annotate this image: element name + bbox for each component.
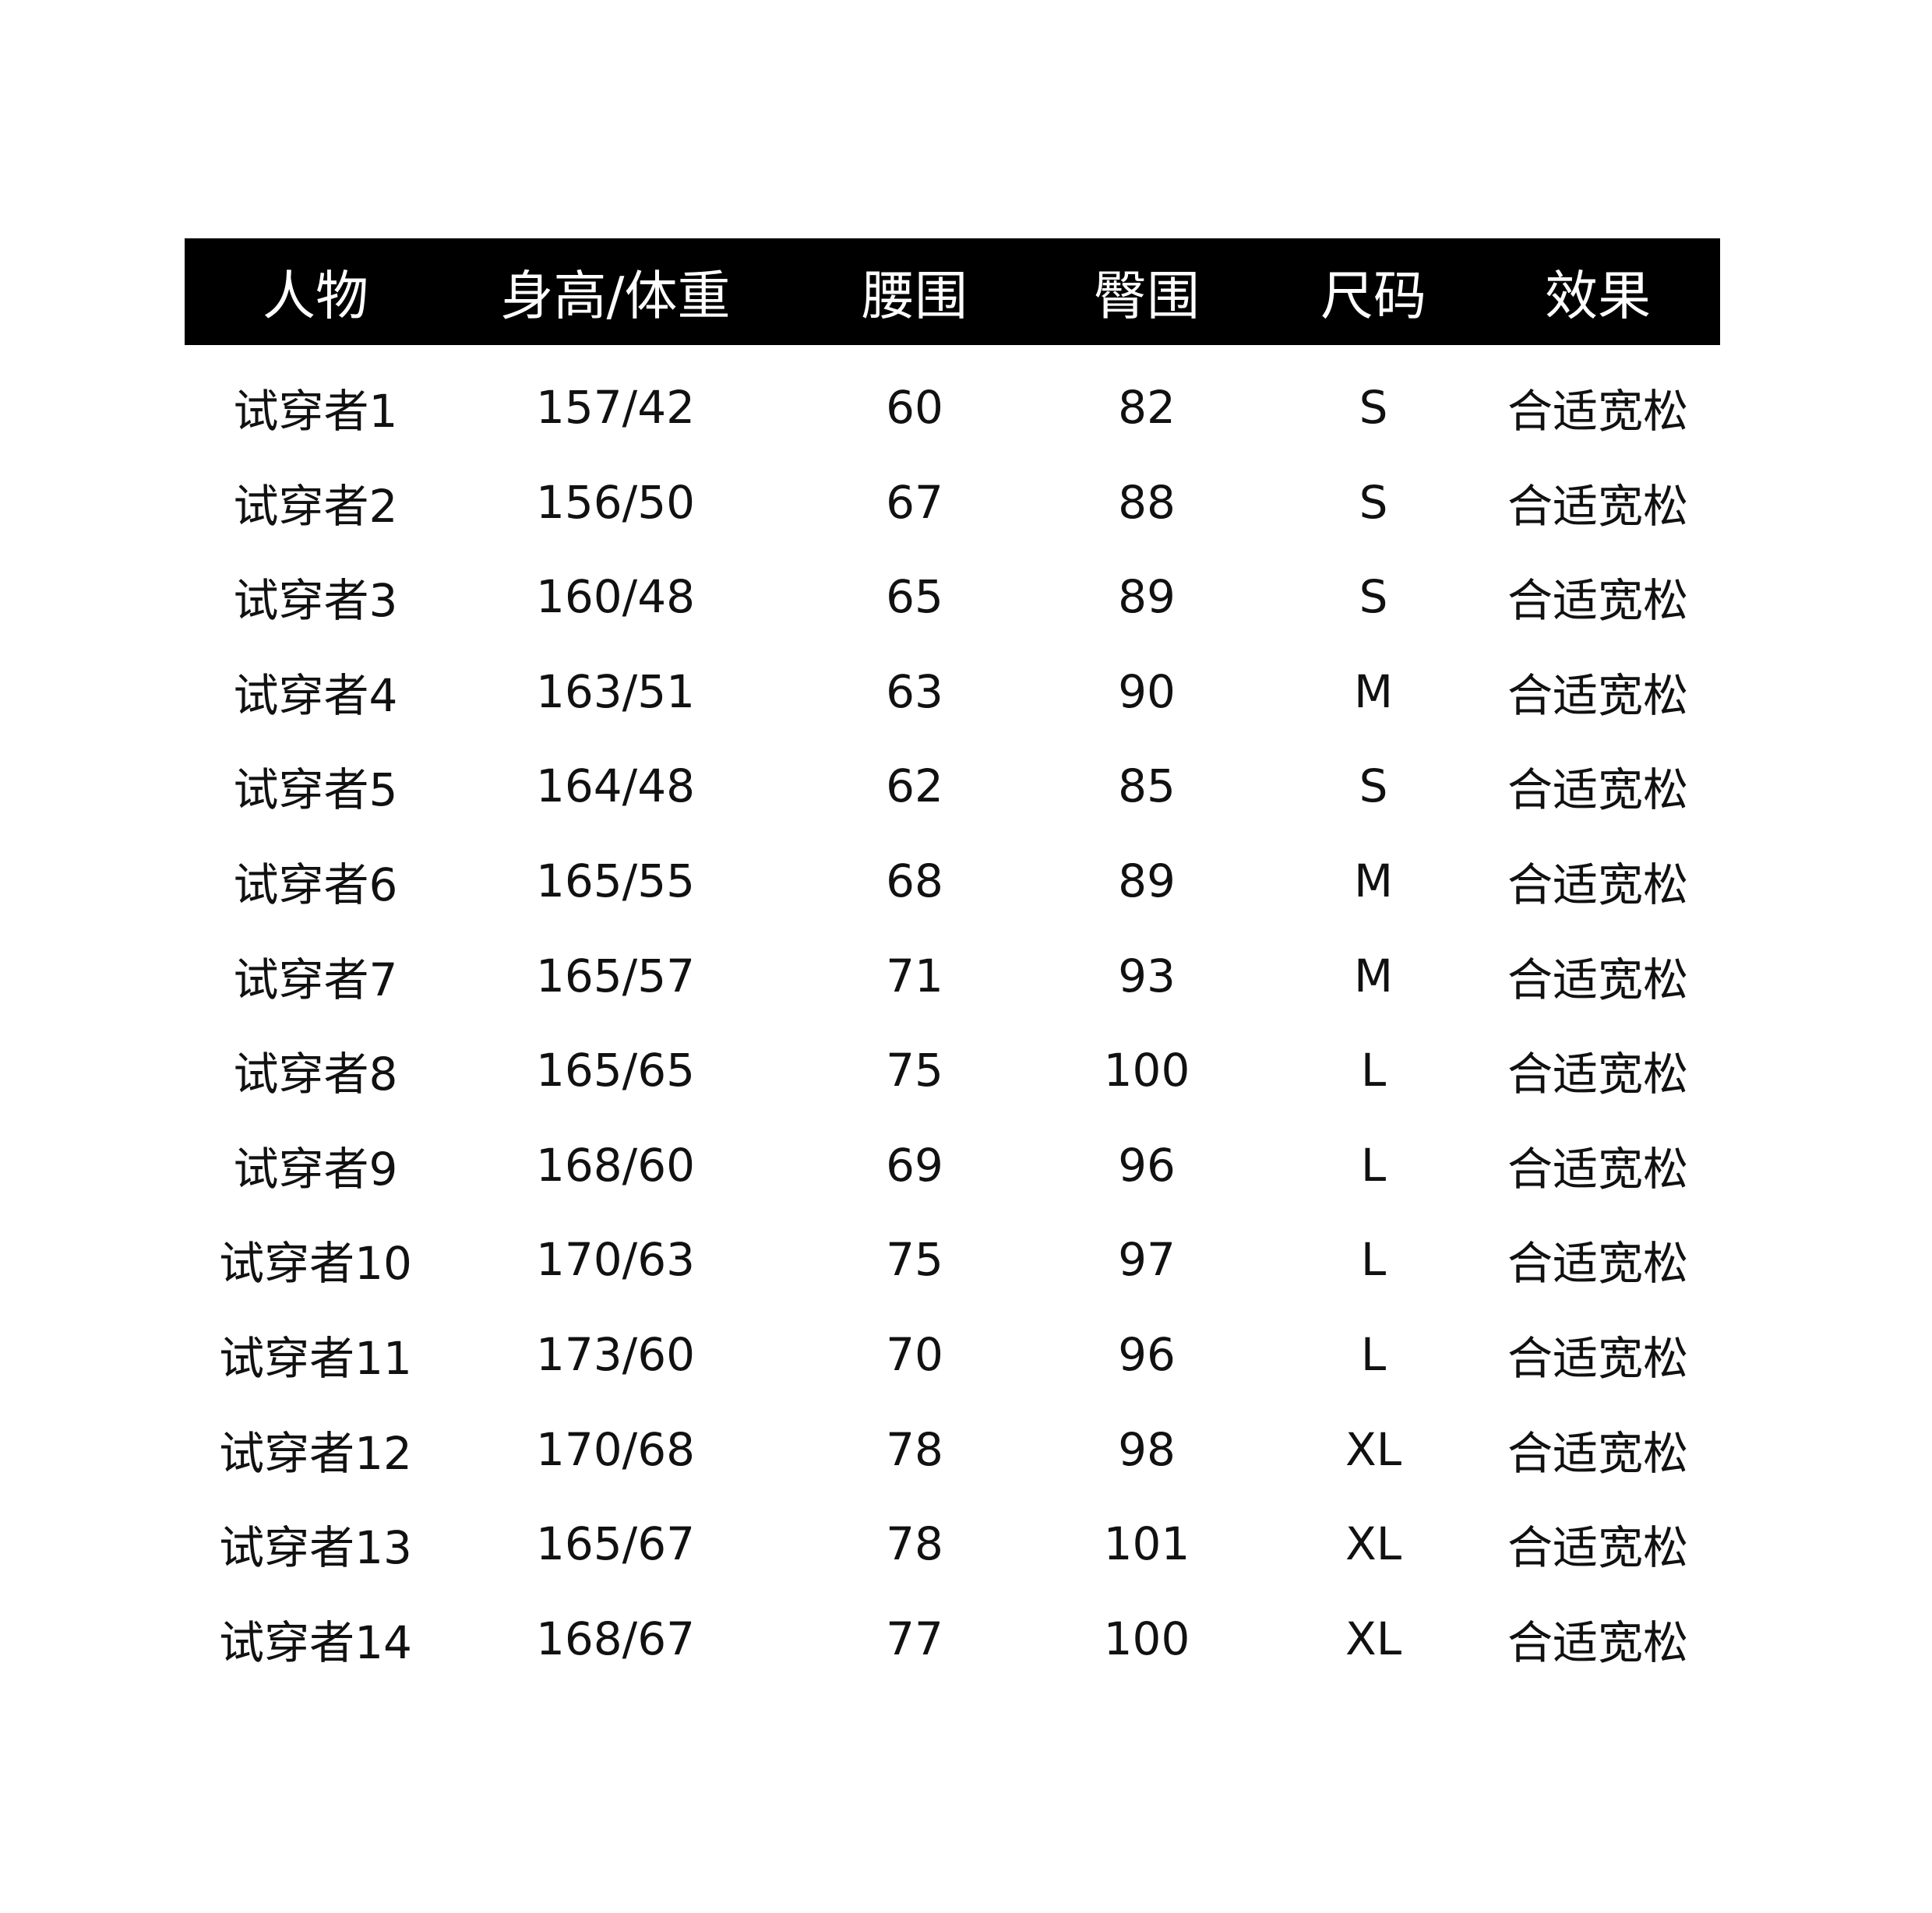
header-waist: 腰围 <box>861 266 968 328</box>
cell-person: 试穿者2 <box>233 479 398 533</box>
table-header: 人物 身高/体重 腰围 臀围 尺码 效果 <box>185 238 1720 345</box>
cell-size: S <box>1359 570 1388 624</box>
cell-hip: 100 <box>1103 1044 1190 1097</box>
cell-size: M <box>1353 664 1394 718</box>
cell-waist: 78 <box>886 1422 943 1476</box>
cell-size: S <box>1359 475 1388 529</box>
cell-height-weight: 163/51 <box>535 664 696 718</box>
cell-waist: 62 <box>886 759 943 813</box>
cell-hip: 100 <box>1103 1612 1190 1665</box>
cell-person: 试穿者1 <box>233 385 398 438</box>
cell-waist: 63 <box>886 664 943 718</box>
cell-waist: 75 <box>886 1233 943 1287</box>
cell-effect: 合适宽松 <box>1507 1521 1689 1575</box>
cell-height-weight: 168/60 <box>535 1138 696 1192</box>
cell-waist: 78 <box>886 1517 943 1571</box>
header-person: 人物 <box>262 266 369 328</box>
cell-size: M <box>1353 949 1394 1002</box>
cell-hip: 101 <box>1103 1517 1190 1571</box>
cell-hip: 85 <box>1118 759 1176 813</box>
cell-height-weight: 160/48 <box>535 570 696 624</box>
cell-waist: 60 <box>886 381 943 434</box>
cell-hip: 82 <box>1118 381 1176 434</box>
cell-effect: 合适宽松 <box>1507 953 1689 1006</box>
cell-size: L <box>1360 1328 1387 1381</box>
header-height-weight: 身高/体重 <box>500 266 731 328</box>
cell-size: L <box>1360 1233 1387 1287</box>
cell-size: XL <box>1345 1517 1402 1571</box>
cell-person: 试穿者11 <box>219 1332 412 1385</box>
cell-person: 试穿者7 <box>233 953 398 1006</box>
cell-hip: 88 <box>1118 475 1176 529</box>
cell-effect: 合适宽松 <box>1507 385 1689 438</box>
cell-waist: 69 <box>886 1138 943 1192</box>
cell-person: 试穿者9 <box>233 1142 398 1196</box>
cell-person: 试穿者5 <box>233 763 398 817</box>
cell-height-weight: 170/63 <box>535 1233 696 1287</box>
cell-waist: 71 <box>886 949 943 1002</box>
cell-waist: 77 <box>886 1612 943 1665</box>
cell-person: 试穿者4 <box>233 668 398 722</box>
cell-person: 试穿者13 <box>219 1521 412 1575</box>
cell-size: S <box>1359 759 1388 813</box>
cell-height-weight: 165/55 <box>535 854 696 907</box>
cell-size: M <box>1353 854 1394 907</box>
cell-person: 试穿者14 <box>219 1615 412 1669</box>
cell-effect: 合适宽松 <box>1507 1237 1689 1291</box>
cell-height-weight: 168/67 <box>535 1612 696 1665</box>
cell-height-weight: 165/67 <box>535 1517 696 1571</box>
cell-person: 试穿者10 <box>219 1237 412 1291</box>
cell-waist: 67 <box>886 475 943 529</box>
cell-height-weight: 173/60 <box>535 1328 696 1381</box>
cell-waist: 65 <box>886 570 943 624</box>
cell-effect: 合适宽松 <box>1507 1426 1689 1480</box>
cell-person: 试穿者8 <box>233 1048 398 1101</box>
cell-hip: 89 <box>1118 570 1176 624</box>
cell-effect: 合适宽松 <box>1507 668 1689 722</box>
cell-hip: 96 <box>1118 1138 1176 1192</box>
cell-height-weight: 165/65 <box>535 1044 696 1097</box>
cell-effect: 合适宽松 <box>1507 763 1689 817</box>
cell-waist: 75 <box>886 1044 943 1097</box>
cell-effect: 合适宽松 <box>1507 1142 1689 1196</box>
header-effect: 效果 <box>1544 266 1652 328</box>
cell-hip: 89 <box>1118 854 1176 907</box>
cell-size: L <box>1360 1138 1387 1192</box>
header-hip: 臀围 <box>1093 266 1200 328</box>
cell-hip: 96 <box>1118 1328 1176 1381</box>
header-size: 尺码 <box>1320 266 1427 328</box>
cell-size: XL <box>1345 1422 1402 1476</box>
cell-size: S <box>1359 381 1388 434</box>
cell-height-weight: 170/68 <box>535 1422 696 1476</box>
cell-person: 试穿者12 <box>219 1426 412 1480</box>
cell-waist: 70 <box>886 1328 943 1381</box>
cell-effect: 合适宽松 <box>1507 1332 1689 1385</box>
cell-size: L <box>1360 1044 1387 1097</box>
cell-effect: 合适宽松 <box>1507 479 1689 533</box>
cell-hip: 98 <box>1118 1422 1176 1476</box>
cell-effect: 合适宽松 <box>1507 574 1689 628</box>
cell-waist: 68 <box>886 854 943 907</box>
cell-hip: 97 <box>1118 1233 1176 1287</box>
cell-height-weight: 165/57 <box>535 949 696 1002</box>
cell-height-weight: 157/42 <box>535 381 696 434</box>
cell-effect: 合适宽松 <box>1507 1048 1689 1101</box>
cell-person: 试穿者6 <box>233 858 398 911</box>
cell-hip: 90 <box>1118 664 1176 718</box>
cell-effect: 合适宽松 <box>1507 858 1689 911</box>
cell-size: XL <box>1345 1612 1402 1665</box>
cell-hip: 93 <box>1118 949 1176 1002</box>
cell-effect: 合适宽松 <box>1507 1615 1689 1669</box>
cell-height-weight: 156/50 <box>535 475 696 529</box>
cell-height-weight: 164/48 <box>535 759 696 813</box>
cell-person: 试穿者3 <box>233 574 398 628</box>
